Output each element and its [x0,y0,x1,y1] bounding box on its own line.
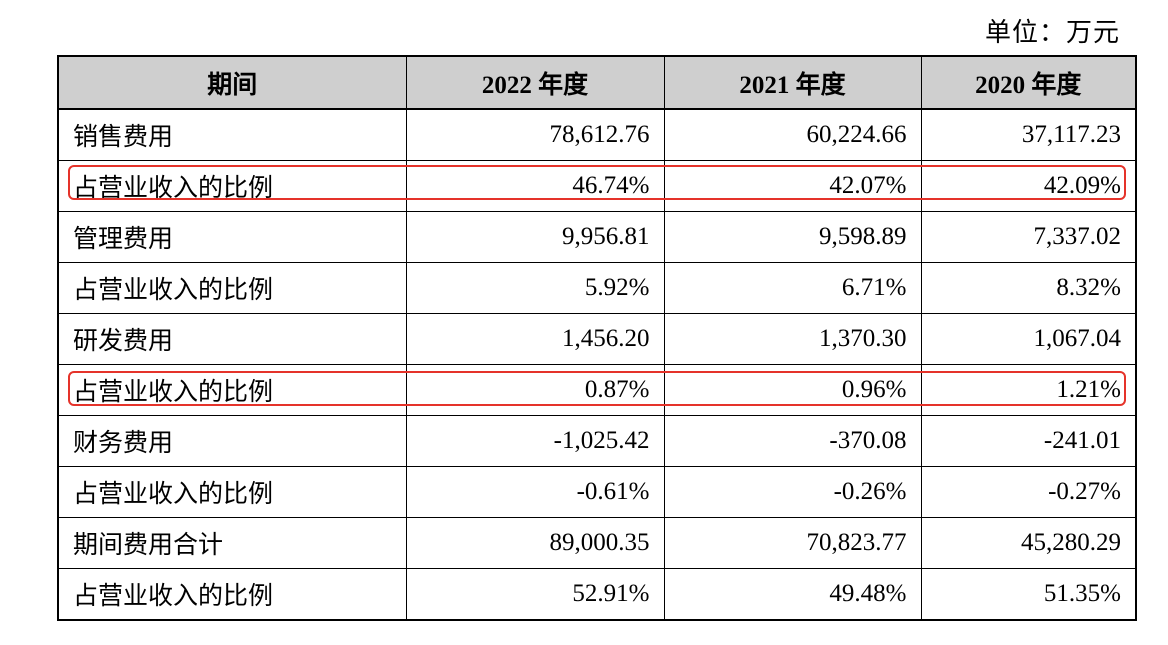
row-label: 占营业收入的比例 [57,364,407,416]
table-body: 销售费用 78,612.76 60,224.66 37,117.23 占营业收入… [57,108,1137,621]
cell-2022: 5.92% [405,262,665,314]
table-row: 占营业收入的比例 52.91% 49.48% 51.35% [57,568,1137,621]
cell-2021: -370.08 [663,415,922,467]
cell-2022: 78,612.76 [405,108,665,161]
table-header: 期间 2022 年度 2021 年度 2020 年度 [57,55,1137,110]
cell-2021: 1,370.30 [663,313,922,365]
row-label: 占营业收入的比例 [57,466,407,518]
table-row: 销售费用 78,612.76 60,224.66 37,117.23 [57,108,1137,161]
row-label: 占营业收入的比例 [57,568,407,621]
row-label: 占营业收入的比例 [57,160,407,212]
cell-2020: 42.09% [920,160,1137,212]
expense-table: 期间 2022 年度 2021 年度 2020 年度 销售费用 78,612.7… [57,55,1137,621]
header-period: 期间 [57,55,407,110]
unit-label: 单位：万元 [984,18,1120,47]
cell-2021: 42.07% [663,160,922,212]
cell-2021: 9,598.89 [663,211,922,263]
table-row: 占营业收入的比例 0.87% 0.96% 1.21% [57,364,1137,416]
cell-2021: 70,823.77 [663,517,922,569]
table-row: 占营业收入的比例 46.74% 42.07% 42.09% [57,160,1137,212]
cell-2022: 46.74% [405,160,665,212]
cell-2020: 7,337.02 [920,211,1137,263]
cell-2022: 0.87% [405,364,665,416]
cell-2022: -0.61% [405,466,665,518]
row-label: 财务费用 [57,415,407,467]
cell-2022: 1,456.20 [405,313,665,365]
cell-2020: 45,280.29 [920,517,1137,569]
cell-2022: 89,000.35 [405,517,665,569]
table-row: 财务费用 -1,025.42 -370.08 -241.01 [57,415,1137,467]
header-2021: 2021 年度 [663,55,922,110]
cell-2020: 51.35% [920,568,1137,621]
header-2022: 2022 年度 [405,55,665,110]
header-row: 期间 2022 年度 2021 年度 2020 年度 [57,55,1137,110]
cell-2020: 37,117.23 [920,108,1137,161]
row-label: 管理费用 [57,211,407,263]
cell-2022: 52.91% [405,568,665,621]
cell-2020: 1,067.04 [920,313,1137,365]
table-row: 期间费用合计 89,000.35 70,823.77 45,280.29 [57,517,1137,569]
cell-2020: -0.27% [920,466,1137,518]
row-label: 研发费用 [57,313,407,365]
cell-2022: 9,956.81 [405,211,665,263]
header-2020: 2020 年度 [920,55,1137,110]
cell-2021: 0.96% [663,364,922,416]
cell-2021: -0.26% [663,466,922,518]
cell-2021: 60,224.66 [663,108,922,161]
row-label: 占营业收入的比例 [57,262,407,314]
row-label: 期间费用合计 [57,517,407,569]
table-row: 占营业收入的比例 5.92% 6.71% 8.32% [57,262,1137,314]
cell-2020: 1.21% [920,364,1137,416]
table-row: 管理费用 9,956.81 9,598.89 7,337.02 [57,211,1137,263]
cell-2020: -241.01 [920,415,1137,467]
cell-2022: -1,025.42 [405,415,665,467]
table-row: 占营业收入的比例 -0.61% -0.26% -0.27% [57,466,1137,518]
cell-2021: 49.48% [663,568,922,621]
table-row: 研发费用 1,456.20 1,370.30 1,067.04 [57,313,1137,365]
cell-2021: 6.71% [663,262,922,314]
row-label: 销售费用 [57,108,407,161]
cell-2020: 8.32% [920,262,1137,314]
